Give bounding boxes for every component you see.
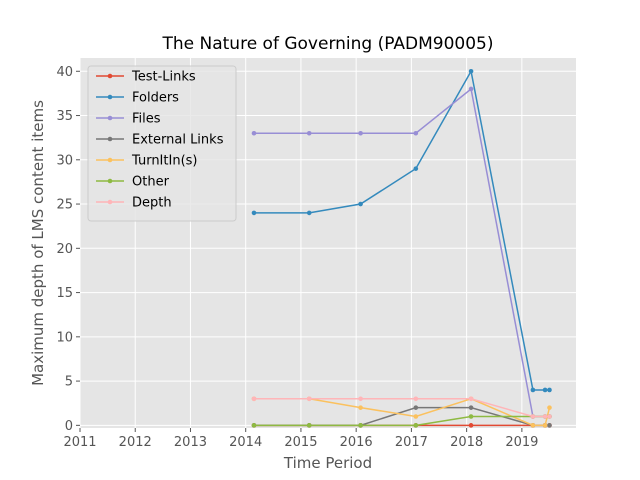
data-point-other — [358, 423, 363, 428]
series-depth — [251, 396, 552, 419]
legend-label: TurnItIn(s) — [131, 154, 197, 169]
y-tick-label: 20 — [56, 242, 73, 257]
data-point-turnitin-s — [358, 405, 363, 410]
data-point-folders — [413, 166, 419, 171]
x-tick-label: 2019 — [505, 435, 538, 450]
x-axis-ticks: 2011 2012 2013 2014 2015 2016 2017 2018 2019 — [63, 428, 538, 450]
y-tick-label: 35 — [56, 109, 73, 124]
data-point-external-links — [547, 423, 552, 428]
legend-item: Other — [96, 175, 170, 190]
data-point-files — [306, 130, 312, 136]
legend-label: Test-Links — [131, 70, 196, 85]
y-tick-label: 25 — [56, 198, 73, 213]
data-point-files — [358, 130, 363, 136]
data-point-turnitin-s — [413, 414, 419, 419]
data-point-other — [251, 423, 257, 428]
legend-item: Depth — [96, 196, 172, 211]
y-axis-ticks: 0 5 10 15 20 25 30 35 40 — [56, 65, 80, 434]
legend-swatch-marker — [107, 73, 113, 79]
series-folders — [251, 68, 552, 393]
data-point-depth — [468, 396, 474, 402]
legend-item: External Links — [96, 133, 224, 148]
y-tick-label: 40 — [56, 65, 73, 80]
data-point-folders — [547, 387, 552, 393]
data-point-other — [413, 423, 419, 428]
legend-label: Files — [132, 112, 161, 127]
data-point-depth — [306, 396, 312, 402]
data-point-folders — [358, 201, 363, 207]
x-tick-label: 2016 — [340, 435, 373, 450]
legend-item: Files — [96, 112, 161, 127]
legend-label: External Links — [132, 133, 224, 148]
x-axis-label: Time Period — [283, 454, 372, 472]
y-tick-label: 30 — [56, 153, 73, 168]
data-point-files — [468, 86, 474, 92]
x-tick-label: 2011 — [63, 435, 96, 450]
y-tick-label: 15 — [56, 286, 73, 301]
legend: Test-Links Folders Files External Links Turn… — [87, 65, 237, 222]
legend-swatch-marker — [107, 157, 113, 163]
data-point-files — [413, 130, 419, 136]
data-point-folders — [251, 210, 257, 216]
legend-label: Folders — [132, 91, 179, 106]
data-point-other — [306, 423, 312, 428]
data-point-turnitin-s — [530, 423, 536, 428]
data-point-depth — [413, 396, 419, 402]
data-point-depth — [542, 414, 548, 419]
data-point-folders — [468, 68, 474, 74]
legend-item: TurnItIn(s) — [96, 154, 197, 169]
legend-box — [87, 65, 237, 222]
data-point-other — [468, 414, 474, 419]
data-point-depth — [358, 396, 363, 402]
legend-label: Depth — [132, 196, 172, 211]
data-point-depth — [251, 396, 257, 402]
legend-label: Other — [132, 175, 170, 190]
data-point-depth — [530, 414, 536, 419]
x-tick-label: 2013 — [174, 435, 207, 450]
data-point-test-links — [468, 423, 474, 428]
legend-item: Test-Links — [96, 70, 196, 85]
legend-item: Folders — [96, 91, 179, 106]
x-tick-label: 2015 — [284, 435, 317, 450]
data-point-files — [251, 130, 257, 136]
data-point-folders — [530, 387, 536, 393]
x-tick-label: 2018 — [450, 435, 483, 450]
data-point-external-links — [413, 405, 419, 410]
x-tick-label: 2017 — [395, 435, 428, 450]
y-tick-label: 5 — [65, 375, 73, 390]
x-tick-label: 2012 — [119, 435, 152, 450]
legend-swatch-marker — [107, 178, 113, 184]
x-tick-label: 2014 — [229, 435, 262, 450]
chart-title: The Nature of Governing (PADM90005) — [161, 34, 493, 54]
data-point-depth — [547, 414, 552, 419]
legend-swatch-marker — [107, 115, 113, 121]
data-point-turnitin-s — [547, 405, 552, 410]
legend-swatch-marker — [107, 199, 113, 205]
legend-swatch-marker — [107, 94, 113, 100]
series-layer — [251, 68, 552, 428]
y-tick-label: 0 — [65, 419, 73, 434]
data-point-external-links — [468, 405, 474, 410]
data-point-folders — [542, 387, 548, 393]
y-axis-label: Maximum depth of LMS content items — [29, 100, 47, 386]
y-tick-label: 10 — [56, 330, 73, 345]
data-point-turnitin-s — [542, 423, 548, 428]
legend-swatch-marker — [107, 136, 113, 142]
data-point-folders — [306, 210, 312, 216]
